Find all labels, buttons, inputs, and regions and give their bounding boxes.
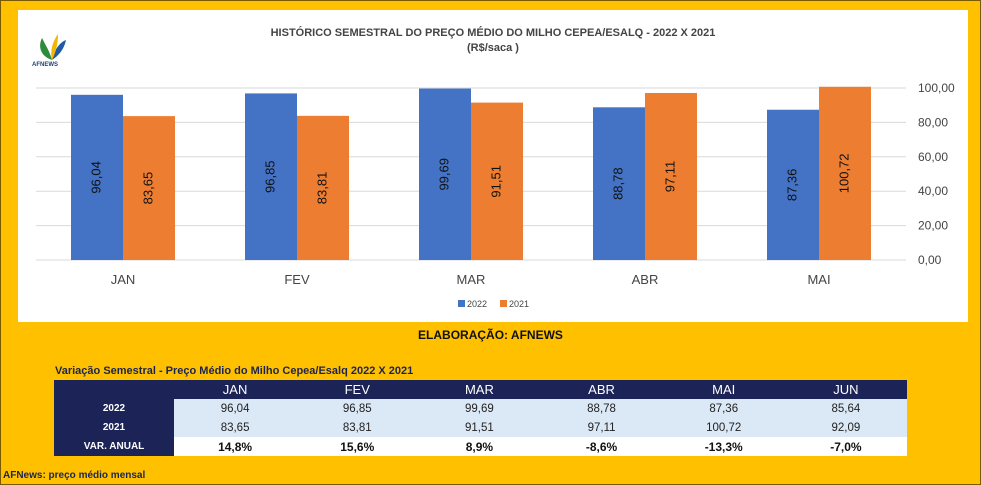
chart-title: HISTÓRICO SEMESTRAL DO PREÇO MÉDIO DO MI… xyxy=(270,27,716,39)
bar-2022-mai xyxy=(767,109,819,260)
table-cell: 15,6% xyxy=(296,437,419,456)
table-cell: 91,51 xyxy=(418,418,541,437)
table-cell: -13,3% xyxy=(662,437,785,456)
bar-2021-jan xyxy=(123,116,175,260)
row-label: 2021 xyxy=(54,418,174,437)
y-tick-label: 80,00 xyxy=(918,115,948,129)
table-cell: 14,8% xyxy=(174,437,297,456)
table-row-2021: 2021 83,65 83,81 91,51 97,11 100,72 92,0… xyxy=(54,418,907,437)
table-cell: -7,0% xyxy=(784,437,907,456)
leaf-logo-icon xyxy=(40,34,66,60)
table-cell: 87,36 xyxy=(662,399,785,418)
table-cell: 8,9% xyxy=(418,437,541,456)
bar-2022-abr xyxy=(593,107,645,260)
table-cell: 96,85 xyxy=(296,399,419,418)
chart-panel: AFNEWS HISTÓRICO SEMESTRAL DO PREÇO MÉDI… xyxy=(18,10,968,322)
bar-2022-mar xyxy=(419,88,471,260)
bar-value-label: 87,36 xyxy=(784,169,799,202)
table-header-cell: MAR xyxy=(418,380,541,399)
table-cell: 88,78 xyxy=(540,399,663,418)
bar-chart: 0,00 20,00 40,00 60,00 80,00 100,00 96,04 83,65… xyxy=(36,81,955,309)
row-label: VAR. ANUAL xyxy=(54,437,174,456)
bar-2021-mai xyxy=(819,86,871,260)
table-header-cell: ABR xyxy=(540,380,663,399)
table-header-cell: MAI xyxy=(662,380,785,399)
logo-text: AFNEWS xyxy=(32,62,58,68)
table-row-2022: 2022 96,04 96,85 99,69 88,78 87,36 85,64 xyxy=(54,399,907,418)
legend-swatch xyxy=(458,300,465,307)
bar-value-label: 97,11 xyxy=(662,161,677,193)
afnews-logo: AFNEWS xyxy=(32,32,72,76)
legend-swatch xyxy=(500,300,507,307)
table-header-row: JAN FEV MAR ABR MAI JUN xyxy=(54,380,907,399)
table-cell: 92,09 xyxy=(784,418,907,437)
table-cell: -8,6% xyxy=(540,437,663,456)
x-category-label: ABR xyxy=(632,272,659,287)
bar-2022-fev xyxy=(245,93,297,260)
bar-2021-mar xyxy=(471,102,523,260)
bar-value-label: 96,85 xyxy=(262,160,277,193)
legend-label: 2021 xyxy=(509,299,529,309)
chart-subtitle: (R$/saca ) xyxy=(467,42,519,54)
bar-value-label: 99,69 xyxy=(436,158,451,191)
table-corner xyxy=(54,380,174,399)
bar-value-label: 88,78 xyxy=(610,167,625,200)
x-category-label: FEV xyxy=(284,272,310,287)
table-cell: 100,72 xyxy=(662,418,785,437)
table-cell: 85,64 xyxy=(784,399,907,418)
row-label: 2022 xyxy=(54,399,174,418)
x-category-label: MAI xyxy=(807,272,830,287)
bar-value-label: 96,04 xyxy=(88,161,103,194)
y-tick-label: 60,00 xyxy=(918,150,948,164)
table-title: Variação Semestral - Preço Médio do Milh… xyxy=(55,365,414,377)
bar-value-label: 91,51 xyxy=(488,165,503,198)
table-cell: 96,04 xyxy=(174,399,297,418)
y-tick-label: 20,00 xyxy=(918,219,948,233)
legend-label: 2022 xyxy=(467,299,487,309)
bar-2021-abr xyxy=(645,92,697,261)
table-header-cell: FEV xyxy=(296,380,419,399)
bar-2022-jan xyxy=(71,94,123,260)
bar-value-label: 83,65 xyxy=(140,172,155,205)
variation-table: JAN FEV MAR ABR MAI JUN 2022 96,04 96,85… xyxy=(54,380,907,456)
table-cell: 83,81 xyxy=(296,418,419,437)
table-row-var-anual: VAR. ANUAL 14,8% 15,6% 8,9% -8,6% -13,3%… xyxy=(54,437,907,456)
table-cell: 99,69 xyxy=(418,399,541,418)
credit-text: ELABORAÇÃO: AFNEWS xyxy=(418,328,563,342)
bar-2021-fev xyxy=(297,115,349,260)
y-tick-label: 40,00 xyxy=(918,184,948,198)
bar-value-label: 100,72 xyxy=(836,153,851,193)
x-category-label: JAN xyxy=(111,272,136,287)
y-tick-label: 100,00 xyxy=(918,81,955,95)
table-cell: 97,11 xyxy=(540,418,663,437)
table-header-cell: JUN xyxy=(784,380,907,399)
table-header-cell: JAN xyxy=(174,380,297,399)
y-tick-label: 0,00 xyxy=(918,253,942,267)
x-category-label: MAR xyxy=(457,272,486,287)
table-cell: 83,65 xyxy=(174,418,297,437)
footer-note: AFNews: preço médio mensal xyxy=(3,470,146,481)
bar-value-label: 83,81 xyxy=(314,172,329,205)
